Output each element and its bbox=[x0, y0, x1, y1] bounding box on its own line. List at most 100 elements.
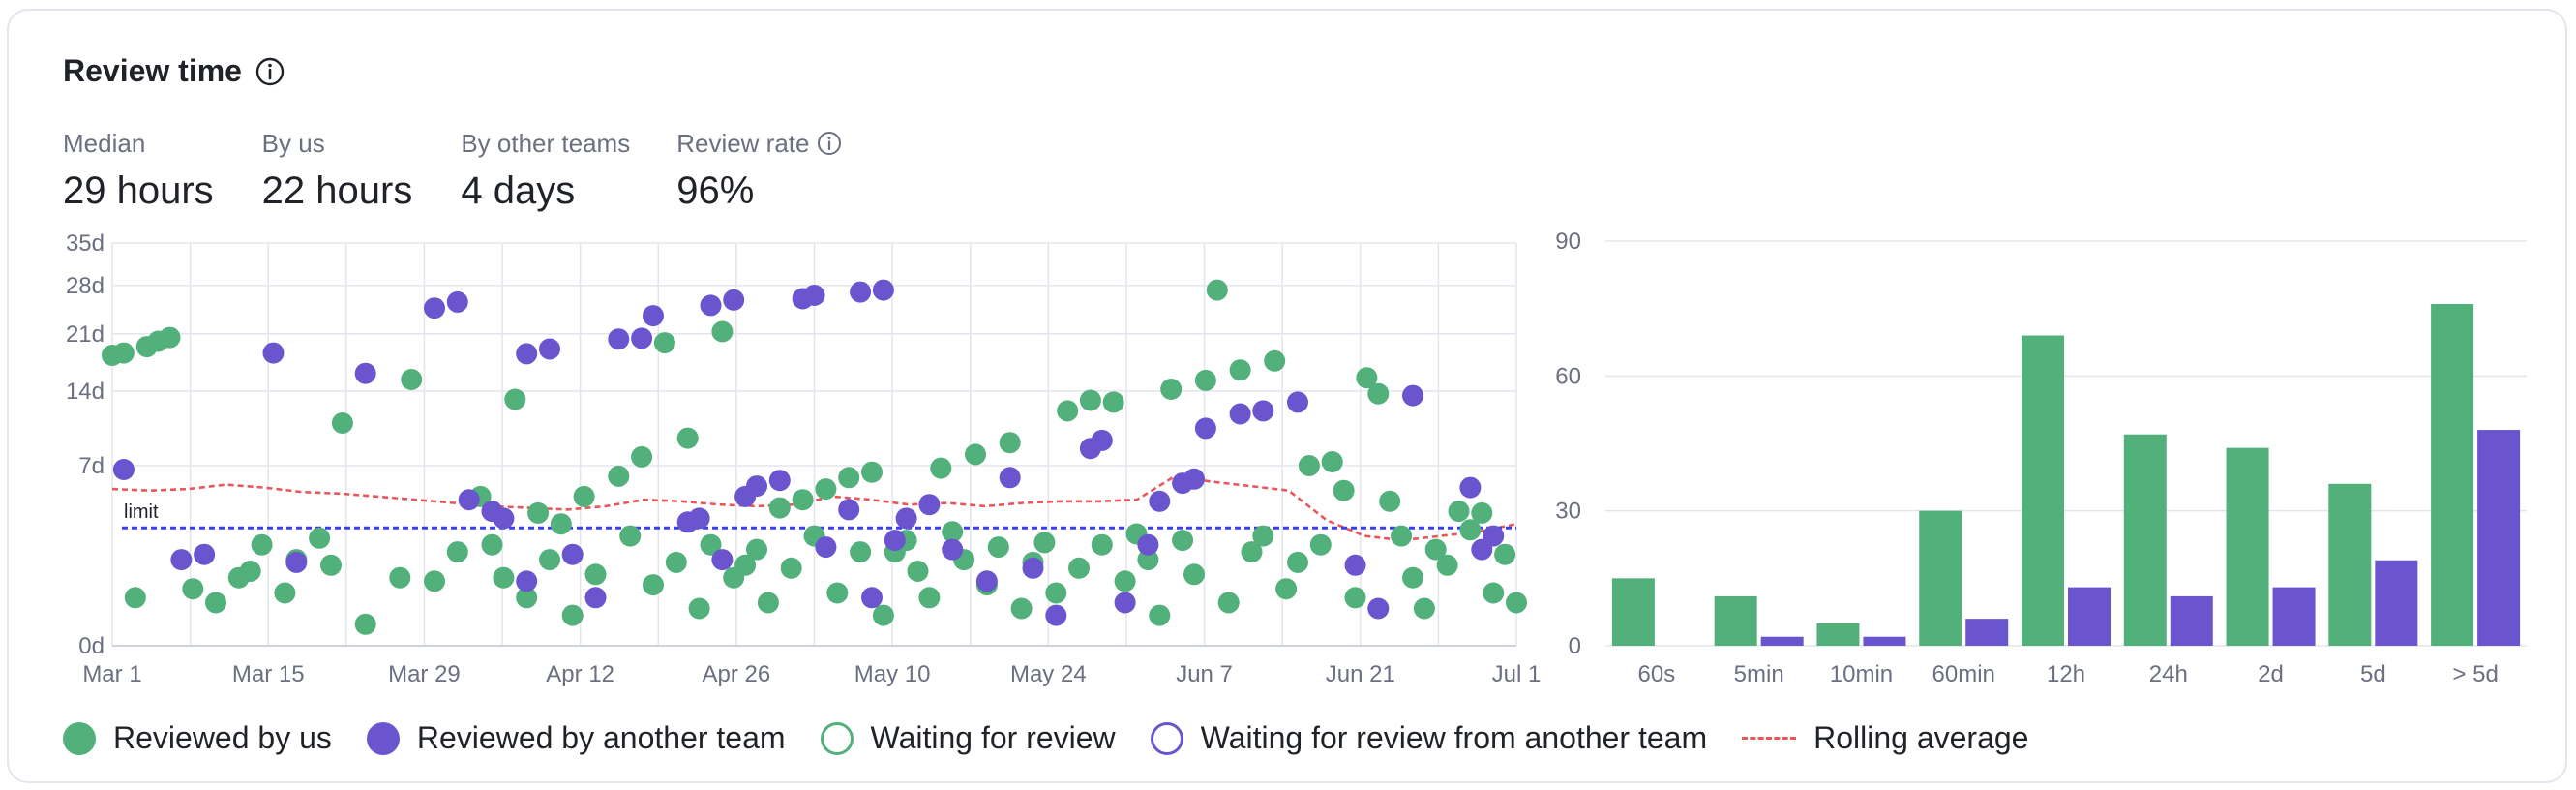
point-reviewed-by-us bbox=[401, 369, 423, 390]
point-reviewed-by-another-team bbox=[285, 551, 308, 573]
y-tick-label: 60 bbox=[1555, 363, 1581, 389]
point-reviewed-by-another-team bbox=[493, 507, 515, 530]
point-reviewed-by-us bbox=[1068, 557, 1090, 579]
point-reviewed-by-another-team bbox=[1287, 391, 1308, 413]
point-reviewed-by-us bbox=[389, 566, 411, 589]
point-reviewed-by-us bbox=[1413, 597, 1435, 620]
point-reviewed-by-us bbox=[711, 320, 734, 343]
point-reviewed-by-us bbox=[1483, 582, 1505, 604]
point-reviewed-by-us bbox=[320, 554, 342, 576]
bar-reviewed-by-us bbox=[2123, 434, 2167, 646]
point-reviewed-by-another-team bbox=[1483, 525, 1505, 547]
point-reviewed-by-us bbox=[1344, 587, 1366, 609]
card-header: Review time bbox=[63, 53, 285, 89]
point-reviewed-by-another-team bbox=[850, 281, 872, 303]
y-tick-label: 0d bbox=[78, 633, 105, 659]
x-tick-label: May 24 bbox=[1010, 661, 1087, 687]
point-reviewed-by-us bbox=[907, 561, 929, 582]
x-tick-label: Apr 26 bbox=[703, 661, 771, 687]
x-tick-label: 12h bbox=[2047, 661, 2085, 687]
point-reviewed-by-us bbox=[1402, 566, 1423, 589]
point-reviewed-by-us bbox=[1194, 369, 1216, 391]
bar-chart: 0 30 60 90 60s 5min 10min 60min 12h 24h 2d 5d > 5d bbox=[1555, 228, 2527, 687]
point-reviewed-by-another-team bbox=[584, 587, 607, 609]
y-tick-label: 28d bbox=[66, 273, 105, 299]
legend-item-waiting-for-review-from-another-team[interactable]: Waiting for review from another team bbox=[1150, 720, 1707, 756]
point-reviewed-by-another-team bbox=[1252, 400, 1274, 422]
point-reviewed-by-us bbox=[481, 533, 503, 556]
x-tick-label: 5min bbox=[1734, 661, 1784, 687]
point-reviewed-by-another-team bbox=[884, 530, 906, 552]
bar-reviewed-by-another-team bbox=[2272, 587, 2316, 646]
point-reviewed-by-us bbox=[792, 489, 814, 511]
point-reviewed-by-us bbox=[1091, 533, 1113, 556]
point-reviewed-by-us bbox=[331, 412, 353, 434]
stat-median: Median 29 hours bbox=[63, 129, 214, 213]
bar-reviewed-by-another-team bbox=[2375, 560, 2418, 646]
point-reviewed-by-another-team bbox=[815, 536, 837, 559]
info-icon[interactable] bbox=[817, 131, 842, 156]
point-reviewed-by-us bbox=[573, 485, 595, 507]
point-reviewed-by-us bbox=[493, 566, 515, 589]
point-reviewed-by-us bbox=[1333, 479, 1355, 501]
point-reviewed-by-another-team bbox=[918, 494, 941, 516]
point-reviewed-by-us bbox=[124, 587, 146, 609]
stat-label: By us bbox=[261, 128, 325, 158]
point-reviewed-by-us bbox=[1471, 501, 1493, 524]
stat-value: 96% bbox=[676, 169, 755, 212]
point-reviewed-by-us bbox=[918, 587, 941, 609]
x-tick-label: May 10 bbox=[854, 661, 931, 687]
x-tick-label: 5d bbox=[2360, 661, 2386, 687]
bar-reviewed-by-us bbox=[1919, 510, 1962, 646]
point-reviewed-by-another-team bbox=[872, 279, 894, 301]
point-reviewed-by-us bbox=[1252, 525, 1274, 547]
point-reviewed-by-us bbox=[965, 443, 986, 466]
legend-item-rolling-average[interactable]: Rolling average bbox=[1742, 720, 2028, 756]
point-reviewed-by-us bbox=[734, 554, 757, 576]
point-reviewed-by-us bbox=[251, 533, 273, 556]
point-reviewed-by-us bbox=[205, 592, 226, 614]
bar-reviewed-by-us bbox=[2328, 483, 2372, 646]
legend-label: Rolling average bbox=[1813, 720, 2029, 755]
point-reviewed-by-us bbox=[1264, 349, 1286, 372]
filled-circle-icon bbox=[63, 721, 96, 755]
legend-item-reviewed-by-us[interactable]: Reviewed by us bbox=[63, 720, 332, 756]
point-reviewed-by-us bbox=[1114, 570, 1136, 592]
point-reviewed-by-us bbox=[1494, 543, 1516, 565]
point-reviewed-by-us bbox=[1391, 525, 1413, 547]
point-reviewed-by-another-team bbox=[608, 328, 630, 350]
legend-item-reviewed-by-another-team[interactable]: Reviewed by another team bbox=[366, 720, 786, 756]
y-tick-label: 90 bbox=[1555, 228, 1581, 255]
point-reviewed-by-us bbox=[838, 467, 860, 489]
point-reviewed-by-another-team bbox=[700, 294, 722, 317]
point-reviewed-by-another-team bbox=[194, 543, 216, 565]
point-reviewed-by-us bbox=[1309, 533, 1332, 556]
point-reviewed-by-another-team bbox=[1459, 476, 1482, 499]
y-tick-label: 21d bbox=[66, 321, 105, 348]
x-tick-label: 2d bbox=[2258, 661, 2284, 687]
point-reviewed-by-another-team bbox=[354, 362, 376, 384]
point-reviewed-by-us bbox=[746, 538, 767, 561]
bar-reviewed-by-us bbox=[2022, 335, 2064, 646]
point-reviewed-by-us bbox=[1367, 382, 1390, 405]
point-reviewed-by-us bbox=[930, 457, 952, 479]
review-time-card: Review time Median 29 hours By us 22 hou… bbox=[7, 9, 2567, 783]
legend-item-waiting-for-review[interactable]: Waiting for review bbox=[820, 720, 1116, 756]
point-reviewed-by-us bbox=[768, 497, 791, 519]
point-reviewed-by-us bbox=[987, 536, 1009, 559]
point-reviewed-by-us bbox=[1287, 551, 1308, 573]
point-reviewed-by-another-team bbox=[1344, 554, 1366, 576]
stat-review-rate: Review rate 96% bbox=[676, 129, 842, 213]
stat-label: Median bbox=[63, 128, 146, 158]
bar-reviewed-by-another-team bbox=[2477, 430, 2521, 646]
point-reviewed-by-another-team bbox=[723, 289, 745, 311]
point-reviewed-by-us bbox=[653, 332, 675, 354]
point-reviewed-by-us bbox=[999, 432, 1021, 454]
point-reviewed-by-us bbox=[1010, 597, 1033, 620]
point-reviewed-by-us bbox=[584, 563, 607, 586]
bar-reviewed-by-another-team bbox=[1863, 636, 1906, 646]
point-reviewed-by-us bbox=[631, 445, 653, 468]
legend-label: Reviewed by us bbox=[113, 720, 332, 755]
info-icon[interactable] bbox=[255, 57, 285, 86]
stat-label-row: Review rate bbox=[676, 129, 842, 158]
